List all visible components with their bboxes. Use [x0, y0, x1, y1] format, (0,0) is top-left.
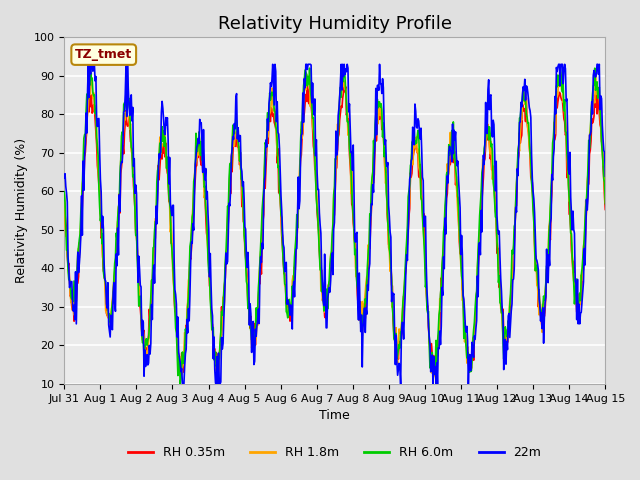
Legend: RH 0.35m, RH 1.8m, RH 6.0m, 22m: RH 0.35m, RH 1.8m, RH 6.0m, 22m — [123, 442, 547, 465]
RH 1.8m — [210, 346, 218, 352]
22m — [179, 381, 186, 387]
22m — [60, 175, 68, 181]
22m — [127, 101, 134, 107]
RH 6.0m — [177, 381, 184, 387]
Line: RH 1.8m: RH 1.8m — [64, 72, 605, 379]
Line: 22m: 22m — [64, 64, 605, 384]
RH 1.8m — [87, 69, 95, 75]
22m — [602, 173, 609, 179]
RH 6.0m — [306, 65, 314, 71]
RH 1.8m — [70, 312, 78, 318]
22m — [402, 268, 410, 274]
Title: Relativity Humidity Profile: Relativity Humidity Profile — [218, 15, 452, 33]
RH 0.35m — [126, 125, 134, 131]
RH 0.35m — [602, 206, 609, 212]
RH 0.35m — [303, 74, 311, 80]
22m — [182, 347, 190, 352]
RH 0.35m — [70, 318, 78, 324]
RH 1.8m — [182, 344, 189, 350]
Line: RH 0.35m: RH 0.35m — [64, 77, 605, 373]
RH 0.35m — [418, 196, 426, 202]
22m — [70, 302, 78, 308]
RH 1.8m — [429, 376, 437, 382]
RH 6.0m — [418, 198, 426, 204]
RH 1.8m — [401, 271, 409, 276]
RH 0.35m — [402, 267, 410, 273]
RH 6.0m — [60, 189, 68, 195]
RH 0.35m — [60, 192, 68, 198]
22m — [418, 147, 426, 153]
RH 0.35m — [214, 371, 221, 376]
22m — [211, 367, 219, 372]
22m — [84, 61, 92, 67]
RH 6.0m — [602, 201, 609, 206]
Y-axis label: Relativity Humidity (%): Relativity Humidity (%) — [15, 138, 28, 283]
RH 1.8m — [60, 192, 68, 198]
RH 0.35m — [181, 357, 189, 362]
RH 6.0m — [210, 357, 218, 363]
X-axis label: Time: Time — [319, 409, 350, 422]
RH 0.35m — [209, 333, 217, 338]
Text: TZ_tmet: TZ_tmet — [75, 48, 132, 61]
RH 6.0m — [402, 251, 410, 256]
RH 6.0m — [182, 326, 189, 332]
RH 1.8m — [602, 200, 609, 205]
Line: RH 6.0m: RH 6.0m — [64, 68, 605, 384]
RH 1.8m — [417, 196, 425, 202]
RH 6.0m — [70, 278, 78, 284]
RH 1.8m — [127, 121, 134, 127]
RH 6.0m — [126, 105, 134, 111]
